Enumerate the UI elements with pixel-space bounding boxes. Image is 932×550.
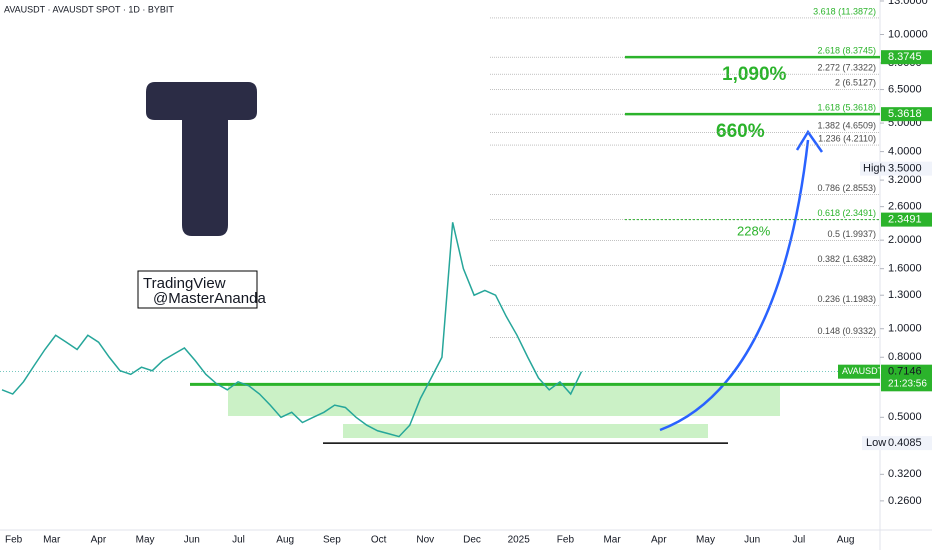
zone [228,385,780,416]
author: @MasterAnanda [153,290,266,307]
x-tick-label: Oct [371,535,387,546]
y-tick-label: 0.5000 [888,411,922,423]
symbol-label: AVAUSDT [842,366,884,376]
x-tick-label: 2025 [508,535,531,546]
price-line [1,222,583,438]
x-tick-label: Sep [323,535,341,546]
current-price-label: 0.7146 [888,366,922,378]
fib-label: 2 (6.5127) [835,78,876,88]
y-tick-label: 1.0000 [888,323,922,335]
x-tick-label: Jul [793,535,806,546]
y-tick-label: 10.0000 [888,28,928,40]
logo [146,82,257,236]
low-label: 0.4085 [888,437,922,449]
chart-title: AVAUSDT · AVAUSDT SPOT · 1D · BYBIT [4,4,174,14]
fib-label: 0.618 (2.3491) [817,208,876,218]
y-tick-label: 0.3200 [888,468,922,480]
x-tick-label: Aug [276,535,294,546]
arrow-head [795,129,824,153]
price-badge-label: 8.3745 [888,51,922,63]
x-tick-label: Mar [603,535,621,546]
x-tick-label: Jun [184,535,200,546]
y-tick-label: 13.0000 [888,0,928,7]
x-tick-label: Aug [837,535,855,546]
high-badge [860,161,932,176]
fib-label: 0.148 (0.9332) [817,326,876,336]
high-name: High [863,163,886,175]
price-badge-label: 5.3618 [888,108,922,120]
x-tick-label: May [696,535,715,546]
x-tick-label: Feb [5,535,23,546]
y-tick-label: 2.0000 [888,234,922,246]
y-tick-label: 3.2000 [888,174,922,186]
x-tick-label: Dec [463,535,481,546]
x-tick-label: Mar [43,535,61,546]
fib-label: 0.382 (1.6382) [817,254,876,264]
x-tick-label: Jul [232,535,245,546]
y-tick-label: 1.6000 [888,263,922,275]
y-tick-label: 0.8000 [888,351,922,363]
y-tick-label: 6.5000 [888,83,922,95]
fib-label: 0.236 (1.1983) [817,294,876,304]
y-tick-label: 1.3000 [888,289,922,301]
y-tick-label: 4.0000 [888,145,922,157]
price-badge [881,212,932,227]
price-badge [881,50,932,65]
x-tick-label: Apr [91,535,107,546]
x-tick-label: May [136,535,155,546]
x-tick-label: Nov [416,535,434,546]
fib-label: 1.236 (4.2110) [818,133,876,143]
price-badge [881,364,932,391]
fib-label: 3.618 (11.3872) [813,6,876,16]
x-tick-label: Apr [651,535,667,546]
price-badge [881,107,932,122]
x-tick-label: Feb [557,535,575,546]
countdown: 21:23:56 [888,378,927,389]
fib-label: 0.786 (2.8553) [817,183,876,193]
fib-label: 1.382 (4.6509) [817,121,876,131]
annotation: 228% [737,223,771,238]
fib-label: 1.618 (5.3618) [817,103,876,113]
y-tick-label: 0.2600 [888,495,922,507]
fib-label: 0.5 (1.9937) [827,229,876,239]
watermark: TradingView [143,275,226,292]
zone [343,424,708,438]
arrow [659,139,810,432]
watermark-box [137,270,258,309]
x-tick-label: Jun [744,535,760,546]
fib-label: 2.618 (8.3745) [817,46,876,56]
y-tick-label: 2.6000 [888,201,922,213]
price-badge-label: 2.3491 [888,214,922,226]
fib-label: 2.272 (7.3322) [817,63,876,73]
low-name: Low [866,437,886,449]
annotation: 660% [716,121,765,142]
symbol-badge [838,364,880,379]
annotation: 1,090% [722,64,787,85]
low-badge [862,436,932,451]
high-label: 3.5000 [888,163,922,175]
